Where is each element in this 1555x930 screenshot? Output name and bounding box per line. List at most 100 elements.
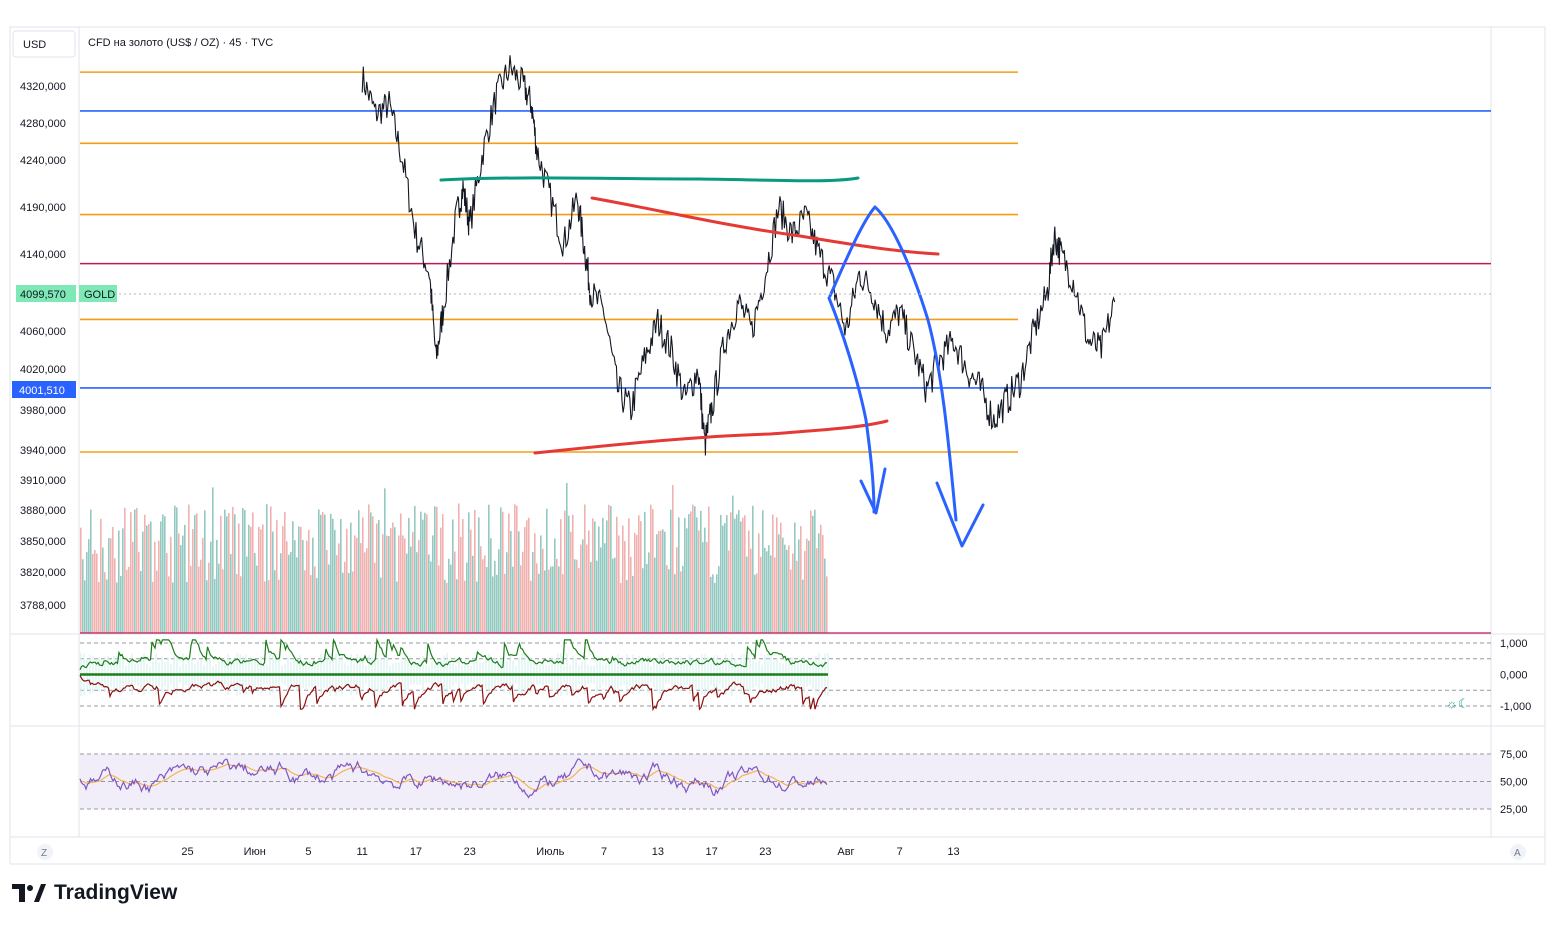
auto-button-bg[interactable] bbox=[1510, 844, 1526, 860]
auto-button[interactable]: A bbox=[1514, 848, 1521, 859]
volume-bar bbox=[168, 576, 170, 633]
volume-bar bbox=[232, 506, 234, 633]
rsi-panel bbox=[79, 753, 1491, 810]
volume-bar bbox=[458, 503, 460, 633]
volume-bar bbox=[764, 547, 766, 633]
volume-bar bbox=[202, 537, 204, 633]
currency-button[interactable]: USD bbox=[23, 39, 46, 51]
volume-bar bbox=[544, 570, 546, 633]
zoom-button-bg[interactable] bbox=[37, 844, 53, 860]
volume-bar bbox=[380, 577, 382, 633]
volume-bar bbox=[290, 551, 292, 633]
volume-bar bbox=[96, 553, 98, 633]
volume-bar bbox=[788, 545, 790, 633]
volume-bar bbox=[174, 505, 176, 633]
volume-bar bbox=[126, 569, 128, 633]
volume-bar bbox=[186, 581, 188, 633]
volume-bar bbox=[322, 512, 324, 633]
volume-bar bbox=[420, 511, 422, 633]
volume-bar bbox=[106, 579, 108, 633]
red-upper-channel-drawing bbox=[590, 196, 940, 256]
volume-bar bbox=[222, 569, 224, 633]
volume-bar bbox=[476, 581, 478, 633]
volume-bar bbox=[682, 565, 684, 633]
volume-bar bbox=[778, 534, 780, 633]
volume-bar bbox=[724, 523, 726, 633]
volume-bar bbox=[786, 549, 788, 633]
price-series bbox=[361, 55, 1116, 456]
volume-bar bbox=[770, 555, 772, 633]
price-tick-label: 4320,000 bbox=[20, 81, 66, 93]
volume-bar bbox=[572, 514, 574, 633]
oscillator-red-line bbox=[79, 674, 828, 712]
time-axis-labels: 25 Июн 5 11 17 23 Июль 7 13 17 23 Авг 7 13 bbox=[181, 846, 959, 858]
volume-bar bbox=[398, 535, 400, 633]
volume-bar bbox=[562, 574, 564, 633]
price-axis-labels: 4320,000 4280,000 4240,000 4190,000 4140,000… bbox=[20, 81, 66, 612]
volume-bar bbox=[818, 533, 820, 633]
tradingview-brand[interactable]: TradingView bbox=[12, 881, 177, 905]
rsi-tick-label: 75,00 bbox=[1500, 749, 1528, 761]
volume-bar bbox=[728, 550, 730, 633]
brand-name: TradingView bbox=[54, 881, 178, 904]
volume-bar bbox=[172, 582, 174, 633]
volume-bar bbox=[346, 528, 348, 633]
volume-bar bbox=[280, 553, 282, 633]
currency-button-box[interactable] bbox=[12, 30, 76, 58]
volume-bar bbox=[286, 541, 288, 633]
volume-bar bbox=[184, 524, 186, 633]
volume-bar bbox=[364, 552, 366, 633]
volume-bar bbox=[144, 514, 146, 633]
volume-bar bbox=[790, 569, 792, 633]
volume-bar bbox=[624, 541, 626, 633]
volume-bar bbox=[504, 573, 506, 633]
volume-bar bbox=[264, 581, 266, 633]
zoom-button[interactable]: Z bbox=[41, 848, 47, 859]
volume-bar bbox=[412, 531, 414, 633]
volume-bar bbox=[474, 510, 476, 633]
volume-bar bbox=[800, 526, 802, 633]
price-tick-label: 4240,000 bbox=[20, 155, 66, 167]
volume-bar bbox=[794, 522, 796, 633]
volume-bar bbox=[488, 504, 490, 633]
volume-bar bbox=[702, 542, 704, 633]
volume-bar bbox=[554, 538, 556, 633]
volume-bar bbox=[528, 517, 530, 633]
volume-bar bbox=[580, 544, 582, 633]
volume-bar bbox=[536, 563, 538, 633]
volume-bar bbox=[394, 527, 396, 633]
volume-bar bbox=[824, 558, 826, 633]
volume-bar bbox=[98, 582, 100, 633]
volume-bar bbox=[128, 566, 130, 633]
volume-bar bbox=[622, 525, 624, 633]
volume-bar bbox=[630, 556, 632, 633]
volume-bar bbox=[592, 518, 594, 633]
volume-bar bbox=[350, 522, 352, 633]
time-tick-label: 17 bbox=[410, 846, 422, 858]
volume-bar bbox=[484, 555, 486, 633]
price-tick-label: 3820,000 bbox=[20, 567, 66, 579]
volume-bar bbox=[418, 539, 420, 633]
volume-bar bbox=[252, 512, 254, 633]
volume-bar bbox=[238, 523, 240, 633]
level-badge: 4001,510 bbox=[19, 385, 65, 397]
volume-bar bbox=[618, 535, 620, 633]
volume-bar bbox=[188, 504, 190, 633]
volume-bar bbox=[278, 579, 280, 633]
volume-bar bbox=[414, 505, 416, 633]
volume-bar bbox=[118, 530, 120, 633]
price-tick-label: 3880,000 bbox=[20, 505, 66, 517]
volume-bar bbox=[678, 517, 680, 633]
volume-bar bbox=[496, 574, 498, 633]
volume-bar bbox=[574, 559, 576, 633]
time-tick-label: 23 bbox=[759, 846, 771, 858]
session-sun-moon-icon[interactable]: ☼☾ bbox=[1446, 696, 1470, 711]
volume-bar bbox=[732, 495, 734, 633]
volume-bar bbox=[614, 557, 616, 633]
volume-bar bbox=[502, 511, 504, 633]
volume-bar bbox=[814, 509, 816, 633]
volume-bar bbox=[752, 505, 754, 633]
volume-bar bbox=[748, 530, 750, 633]
